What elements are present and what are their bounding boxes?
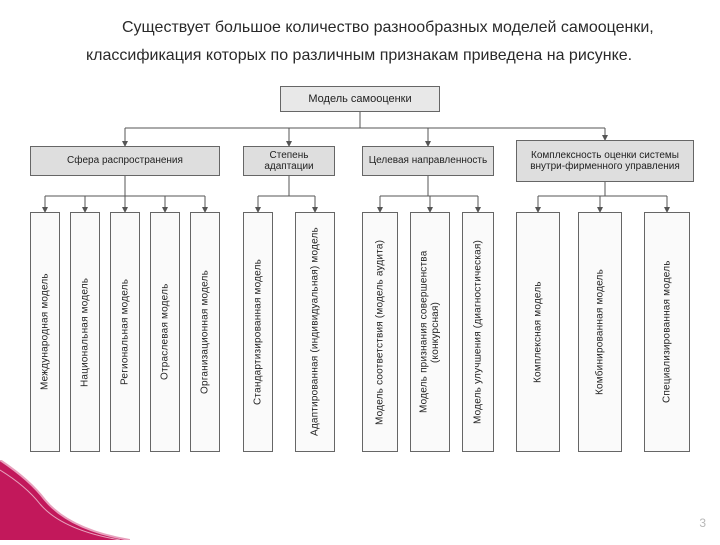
leaf-node: Организационная модель [190,212,220,452]
slide-accent-decoration [0,460,130,540]
leaf-node: Адаптированная (индивидуальная) модель [295,212,335,452]
leaf-node: Модель соответствия (модель аудита) [362,212,398,452]
leaf-node: Национальная модель [70,212,100,452]
leaf-node: Комплексная модель [516,212,560,452]
leaf-node: Международная модель [30,212,60,452]
category-node: Целевая направленность [362,146,494,176]
leaf-node: Стандартизированная модель [243,212,273,452]
category-node: Степень адаптации [243,146,335,176]
leaf-node: Модель улучшения (диагностическая) [462,212,494,452]
root-node: Модель самооценки [280,86,440,112]
classification-diagram: Модель самооценки Сфера распространения Ст… [16,80,704,480]
leaf-node: Модель признания совершенства (конкурсна… [410,212,450,452]
page-number: 3 [699,516,706,530]
intro-paragraph: Существует большое количество разнообраз… [0,0,720,80]
category-node: Сфера распространения [30,146,220,176]
leaf-node: Комбинированная модель [578,212,622,452]
category-node: Комплексность оценки системы внутри-фирм… [516,140,694,182]
leaf-node: Отраслевая модель [150,212,180,452]
leaf-node: Региональная модель [110,212,140,452]
leaf-node: Специализированная модель [644,212,690,452]
